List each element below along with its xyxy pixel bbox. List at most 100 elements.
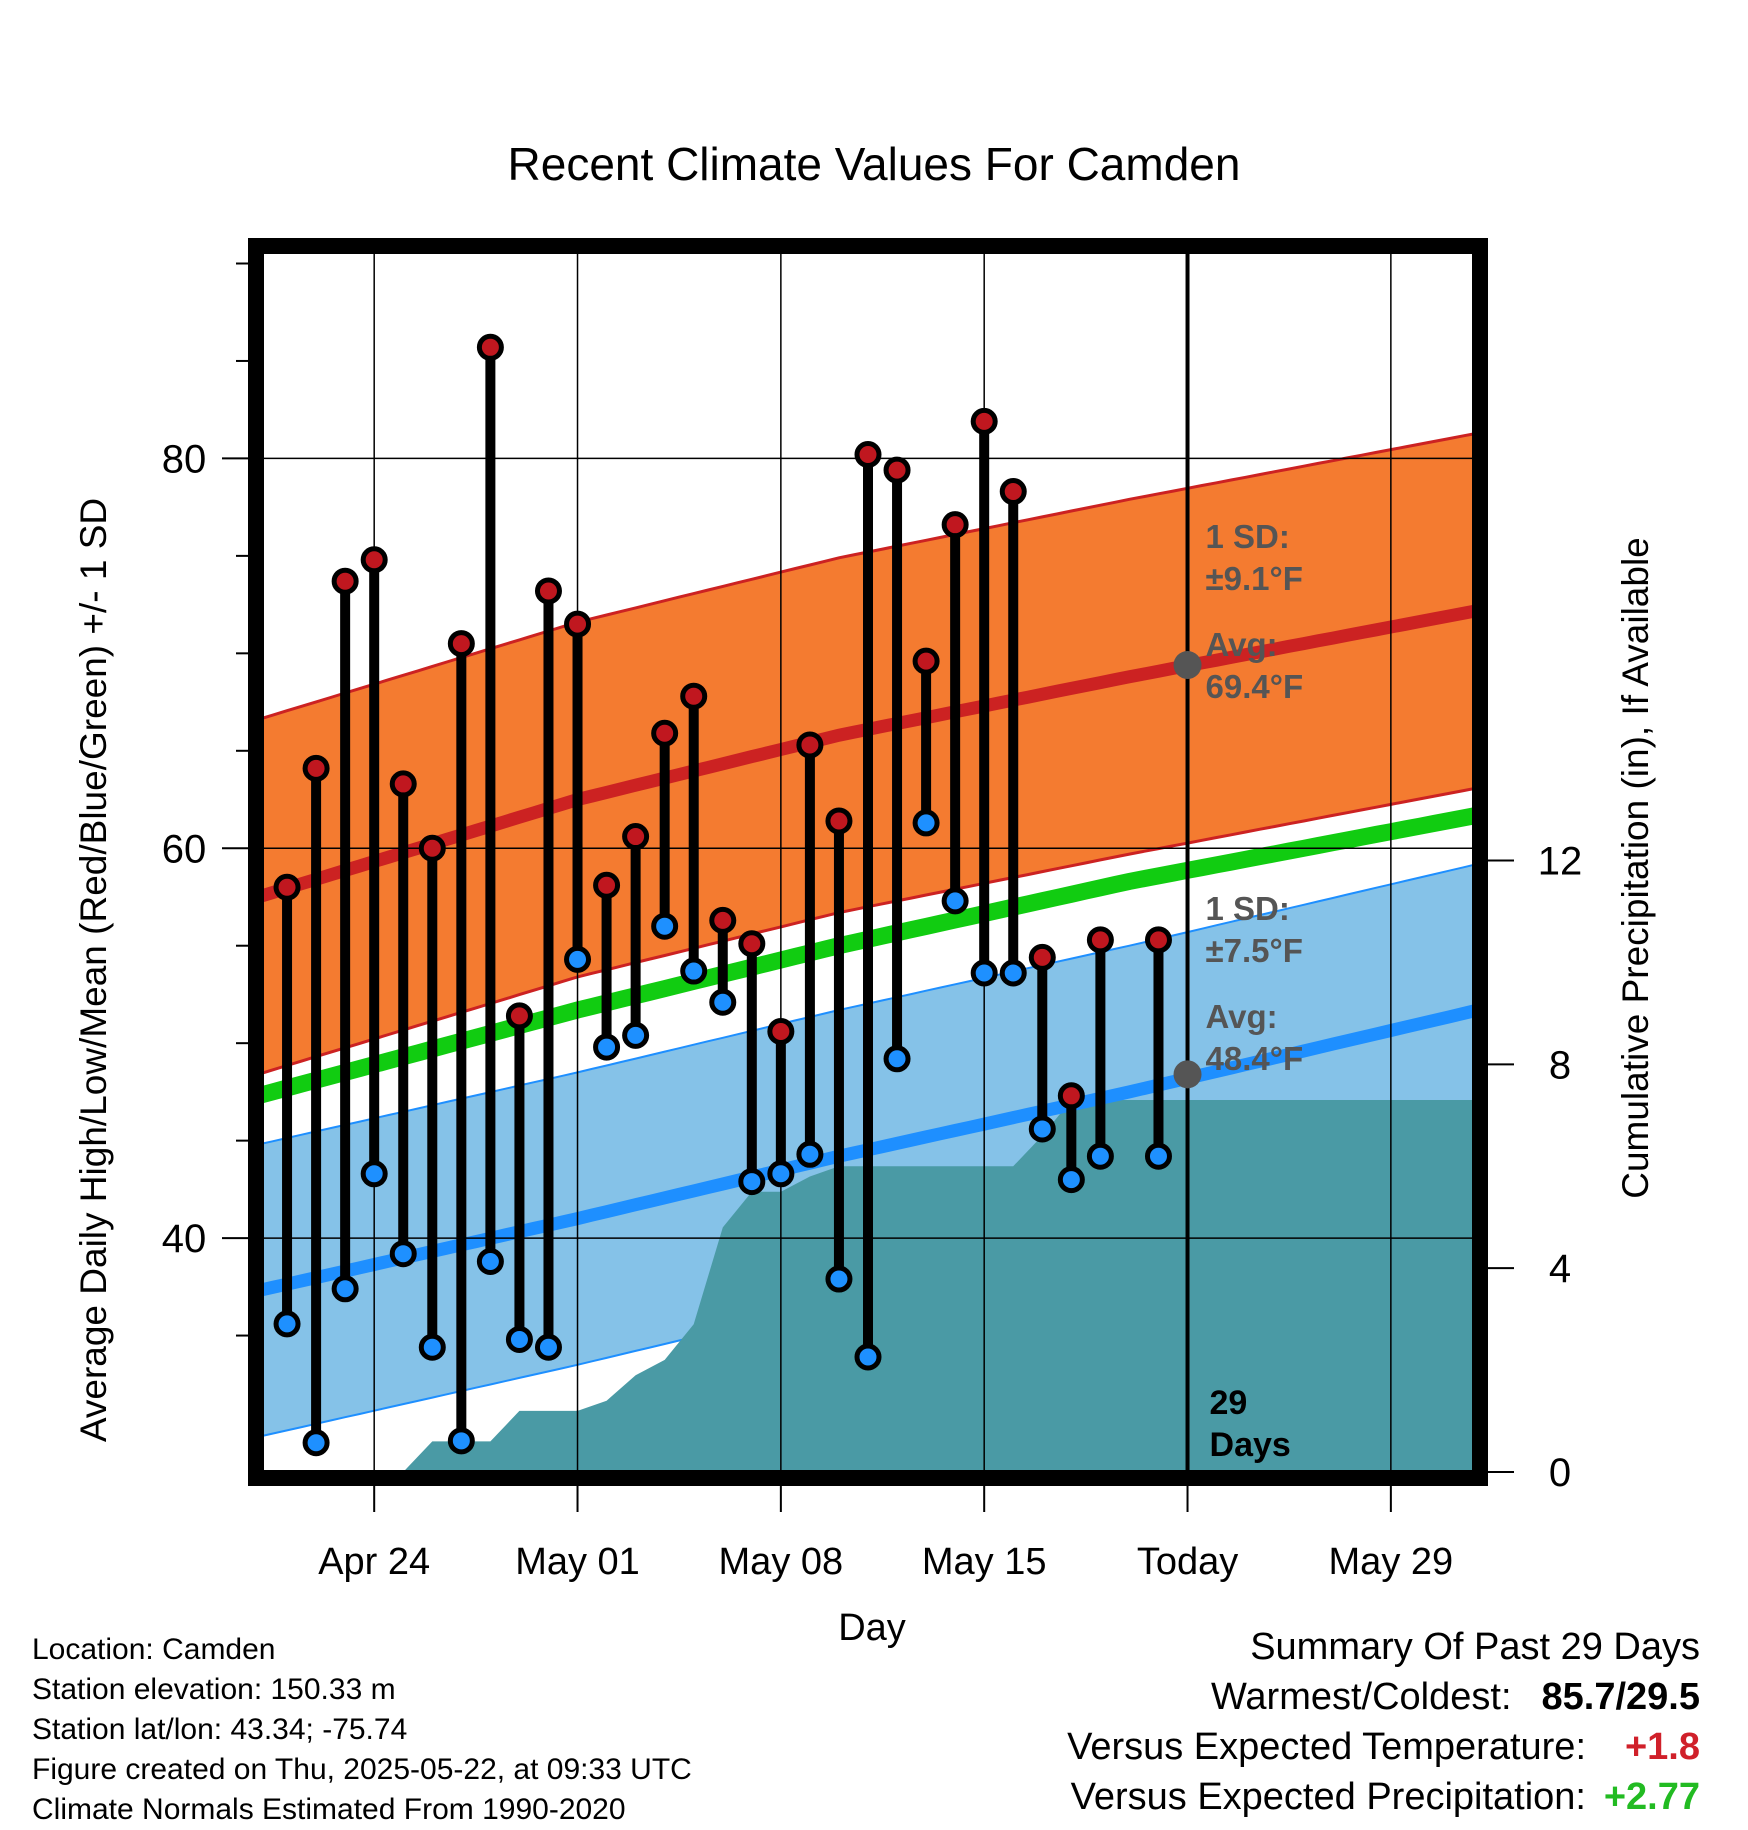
high-temp-point: [505, 1002, 533, 1030]
precip-row: Versus Expected Precipitation: +2.77: [1067, 1772, 1700, 1822]
y-tick-label: 80: [162, 437, 207, 481]
warm-cold-row: Warmest/Coldest: 85.7/29.5: [1067, 1672, 1700, 1722]
high-temp-point: [389, 770, 417, 798]
high-sd-value: ±9.1°F: [1206, 560, 1303, 597]
high-temp-point: [564, 610, 592, 638]
high-temp-point: [331, 567, 359, 595]
low-temp-point: [302, 1429, 330, 1457]
x-tick-label: May 01: [515, 1541, 640, 1583]
low-temp-point: [389, 1240, 417, 1268]
low-temp-point: [593, 1033, 621, 1061]
y2-tick-label: 4: [1549, 1247, 1571, 1291]
low-temp-point: [883, 1045, 911, 1073]
high-temp-point: [476, 333, 504, 361]
high-temp-point: [970, 407, 998, 435]
precip-label: Versus Expected Precipitation:: [1070, 1776, 1586, 1818]
y2-tick-label: 8: [1549, 1043, 1571, 1087]
low-avg-value: 48.4°F: [1206, 1040, 1304, 1077]
low-temp-point: [999, 959, 1027, 987]
high-temp-point: [709, 906, 737, 934]
high-temp-point: [1057, 1082, 1085, 1110]
temp-row: Versus Expected Temperature: +1.8: [1067, 1722, 1700, 1772]
high-temp-point: [418, 834, 446, 862]
low-temp-point: [1057, 1166, 1085, 1194]
days-word-label: Days: [1210, 1426, 1291, 1464]
plot-frame: [248, 238, 1488, 1486]
high-temp-point: [1028, 943, 1056, 971]
x-tick-label: May 15: [922, 1541, 1047, 1583]
low-temp-point: [709, 988, 737, 1016]
low-avg-label: Avg:: [1206, 998, 1278, 1035]
high-temp-point: [651, 719, 679, 747]
temp-label: Versus Expected Temperature:: [1067, 1726, 1586, 1768]
summary-panel: Summary Of Past 29 Days Warmest/Coldest:…: [1067, 1622, 1700, 1822]
elevation-text: Station elevation: 150.33 m: [32, 1673, 396, 1706]
low-temp-point: [912, 809, 940, 837]
high-temp-point: [796, 731, 824, 759]
y2-tick-label: 12: [1538, 840, 1583, 884]
low-temp-point: [476, 1247, 504, 1275]
precip-value: +2.77: [1603, 1776, 1700, 1818]
low-temp-point: [447, 1427, 475, 1455]
low-temp-point: [680, 957, 708, 985]
x-axis-label: Day: [838, 1607, 906, 1649]
low-temp-point: [360, 1160, 388, 1188]
warm-cold-label: Warmest/Coldest:: [1210, 1676, 1512, 1718]
high-temp-point: [447, 630, 475, 658]
low-temp-point: [1086, 1142, 1114, 1170]
low-temp-point: [622, 1021, 650, 1049]
low-temp-point: [941, 887, 969, 915]
days-count-label: 29: [1210, 1384, 1248, 1422]
low-temp-point: [1028, 1115, 1056, 1143]
high-avg-label: Avg:: [1206, 626, 1278, 663]
high-avg-marker: [1173, 651, 1202, 680]
low-temp-point: [418, 1333, 446, 1361]
high-temp-point: [622, 823, 650, 851]
summary-title: Summary Of Past 29 Days: [1250, 1626, 1700, 1668]
low-temp-point: [651, 912, 679, 940]
low-temp-point: [767, 1160, 795, 1188]
high-sd-label: 1 SD:: [1206, 518, 1290, 555]
high-temp-point: [999, 478, 1027, 506]
high-temp-point: [680, 682, 708, 710]
high-temp-point: [883, 456, 911, 484]
temp-value: +1.8: [1624, 1726, 1700, 1768]
high-temp-point: [912, 647, 940, 675]
location-text: Location: Camden: [32, 1633, 276, 1666]
low-temp-point: [738, 1168, 766, 1196]
low-temp-point: [796, 1140, 824, 1168]
y-tick-label: 60: [162, 827, 207, 871]
low-temp-point: [505, 1325, 533, 1353]
created-text: Figure created on Thu, 2025-05-22, at 09…: [32, 1753, 692, 1786]
x-tick-label: May 29: [1329, 1541, 1454, 1583]
low-temp-point: [854, 1343, 882, 1371]
y-tick-label: 40: [162, 1217, 207, 1261]
low-temp-point: [273, 1310, 301, 1338]
warm-cold-value: 85.7/29.5: [1541, 1676, 1700, 1718]
high-temp-point: [360, 546, 388, 574]
low-avg-marker: [1173, 1060, 1202, 1089]
high-temp-point: [1086, 926, 1114, 954]
y-axis-label: Average Daily High/Low/Mean (Red/Blue/Gr…: [73, 498, 114, 1442]
high-temp-point: [854, 441, 882, 469]
x-tick-label: Apr 24: [318, 1541, 430, 1583]
y2-axis-label: Cumulative Precipitation (in), If Availa…: [1615, 537, 1656, 1199]
low-temp-point: [564, 945, 592, 973]
high-temp-point: [941, 511, 969, 539]
chart-title: Recent Climate Values For Camden: [508, 138, 1241, 190]
low-temp-point: [1144, 1142, 1172, 1170]
high-temp-point: [302, 754, 330, 782]
x-tick-label: May 08: [719, 1541, 844, 1583]
normals-text: Climate Normals Estimated From 1990-2020: [32, 1793, 626, 1826]
low-temp-point: [825, 1265, 853, 1293]
low-temp-point: [970, 959, 998, 987]
low-temp-point: [331, 1275, 359, 1303]
high-temp-point: [767, 1017, 795, 1045]
precipitation-area: [287, 1100, 1478, 1472]
station-info: Location: Camden Station elevation: 150.…: [32, 1630, 692, 1830]
x-tick-label: Today: [1137, 1541, 1238, 1583]
high-temp-point: [593, 871, 621, 899]
high-temp-point: [825, 807, 853, 835]
y2-tick-label: 0: [1549, 1451, 1571, 1495]
